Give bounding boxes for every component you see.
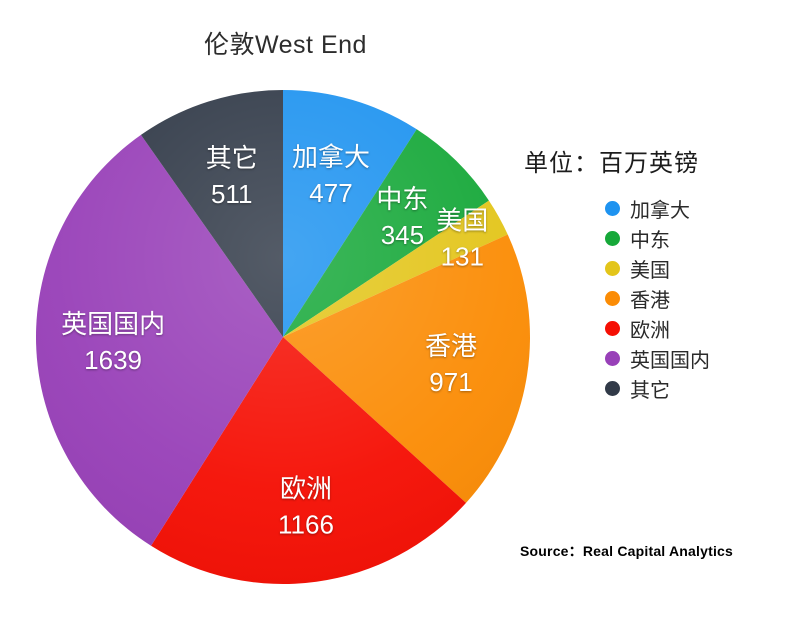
pie-slice-labels: 加拿大 477 中东 345 美国 131 香港 971 欧洲 1166 英国国内 1639 其它 511 [61,142,488,540]
legend: 加拿大中东美国香港欧洲英国国内其它 [605,193,710,403]
legend-item-中东: 中东 [605,223,710,253]
legend-item-美国: 美国 [605,253,710,283]
legend-swatch-icon [605,230,620,246]
legend-item-其它: 其它 [605,373,710,403]
slice-name-label: 英国国内 [61,309,165,339]
legend-item-加拿大: 加拿大 [605,193,710,223]
pie-gloss-overlay [36,90,530,584]
slice-value-label: 971 [429,367,472,397]
legend-label: 加拿大 [630,199,690,222]
slice-name-label: 欧洲 [280,473,332,503]
legend-item-香港: 香港 [605,283,710,313]
legend-swatch-icon [605,290,620,306]
legend-item-英国国内: 英国国内 [605,343,710,373]
legend-label: 英国国内 [630,349,710,372]
legend-label: 欧洲 [630,319,670,342]
legend-label: 香港 [630,289,670,312]
legend-item-欧洲: 欧洲 [605,313,710,343]
slice-value-label: 1166 [278,509,334,539]
unit-label: 单位：百万英镑 [524,150,699,177]
legend-label: 中东 [630,229,670,252]
legend-swatch-icon [605,350,620,366]
legend-swatch-icon [605,200,620,216]
slice-name-label: 加拿大 [292,142,370,172]
chart-title: 伦敦West End [204,31,367,59]
legend-swatch-icon [605,380,620,396]
slice-name-label: 美国 [436,206,488,236]
legend-swatch-icon [605,260,620,276]
slice-name-label: 其它 [206,143,258,173]
source-note: Source：Real Capital Analytics [520,543,734,559]
legend-label: 美国 [630,259,670,282]
slice-value-label: 131 [441,242,484,272]
slice-value-label: 477 [309,178,352,208]
slice-value-label: 1639 [84,345,142,375]
slice-name-label: 香港 [425,331,477,361]
legend-swatch-icon [605,320,620,336]
slice-name-label: 中东 [376,184,428,214]
slice-value-label: 345 [381,220,424,250]
legend-label: 其它 [630,379,670,402]
slice-value-label: 511 [211,179,252,209]
